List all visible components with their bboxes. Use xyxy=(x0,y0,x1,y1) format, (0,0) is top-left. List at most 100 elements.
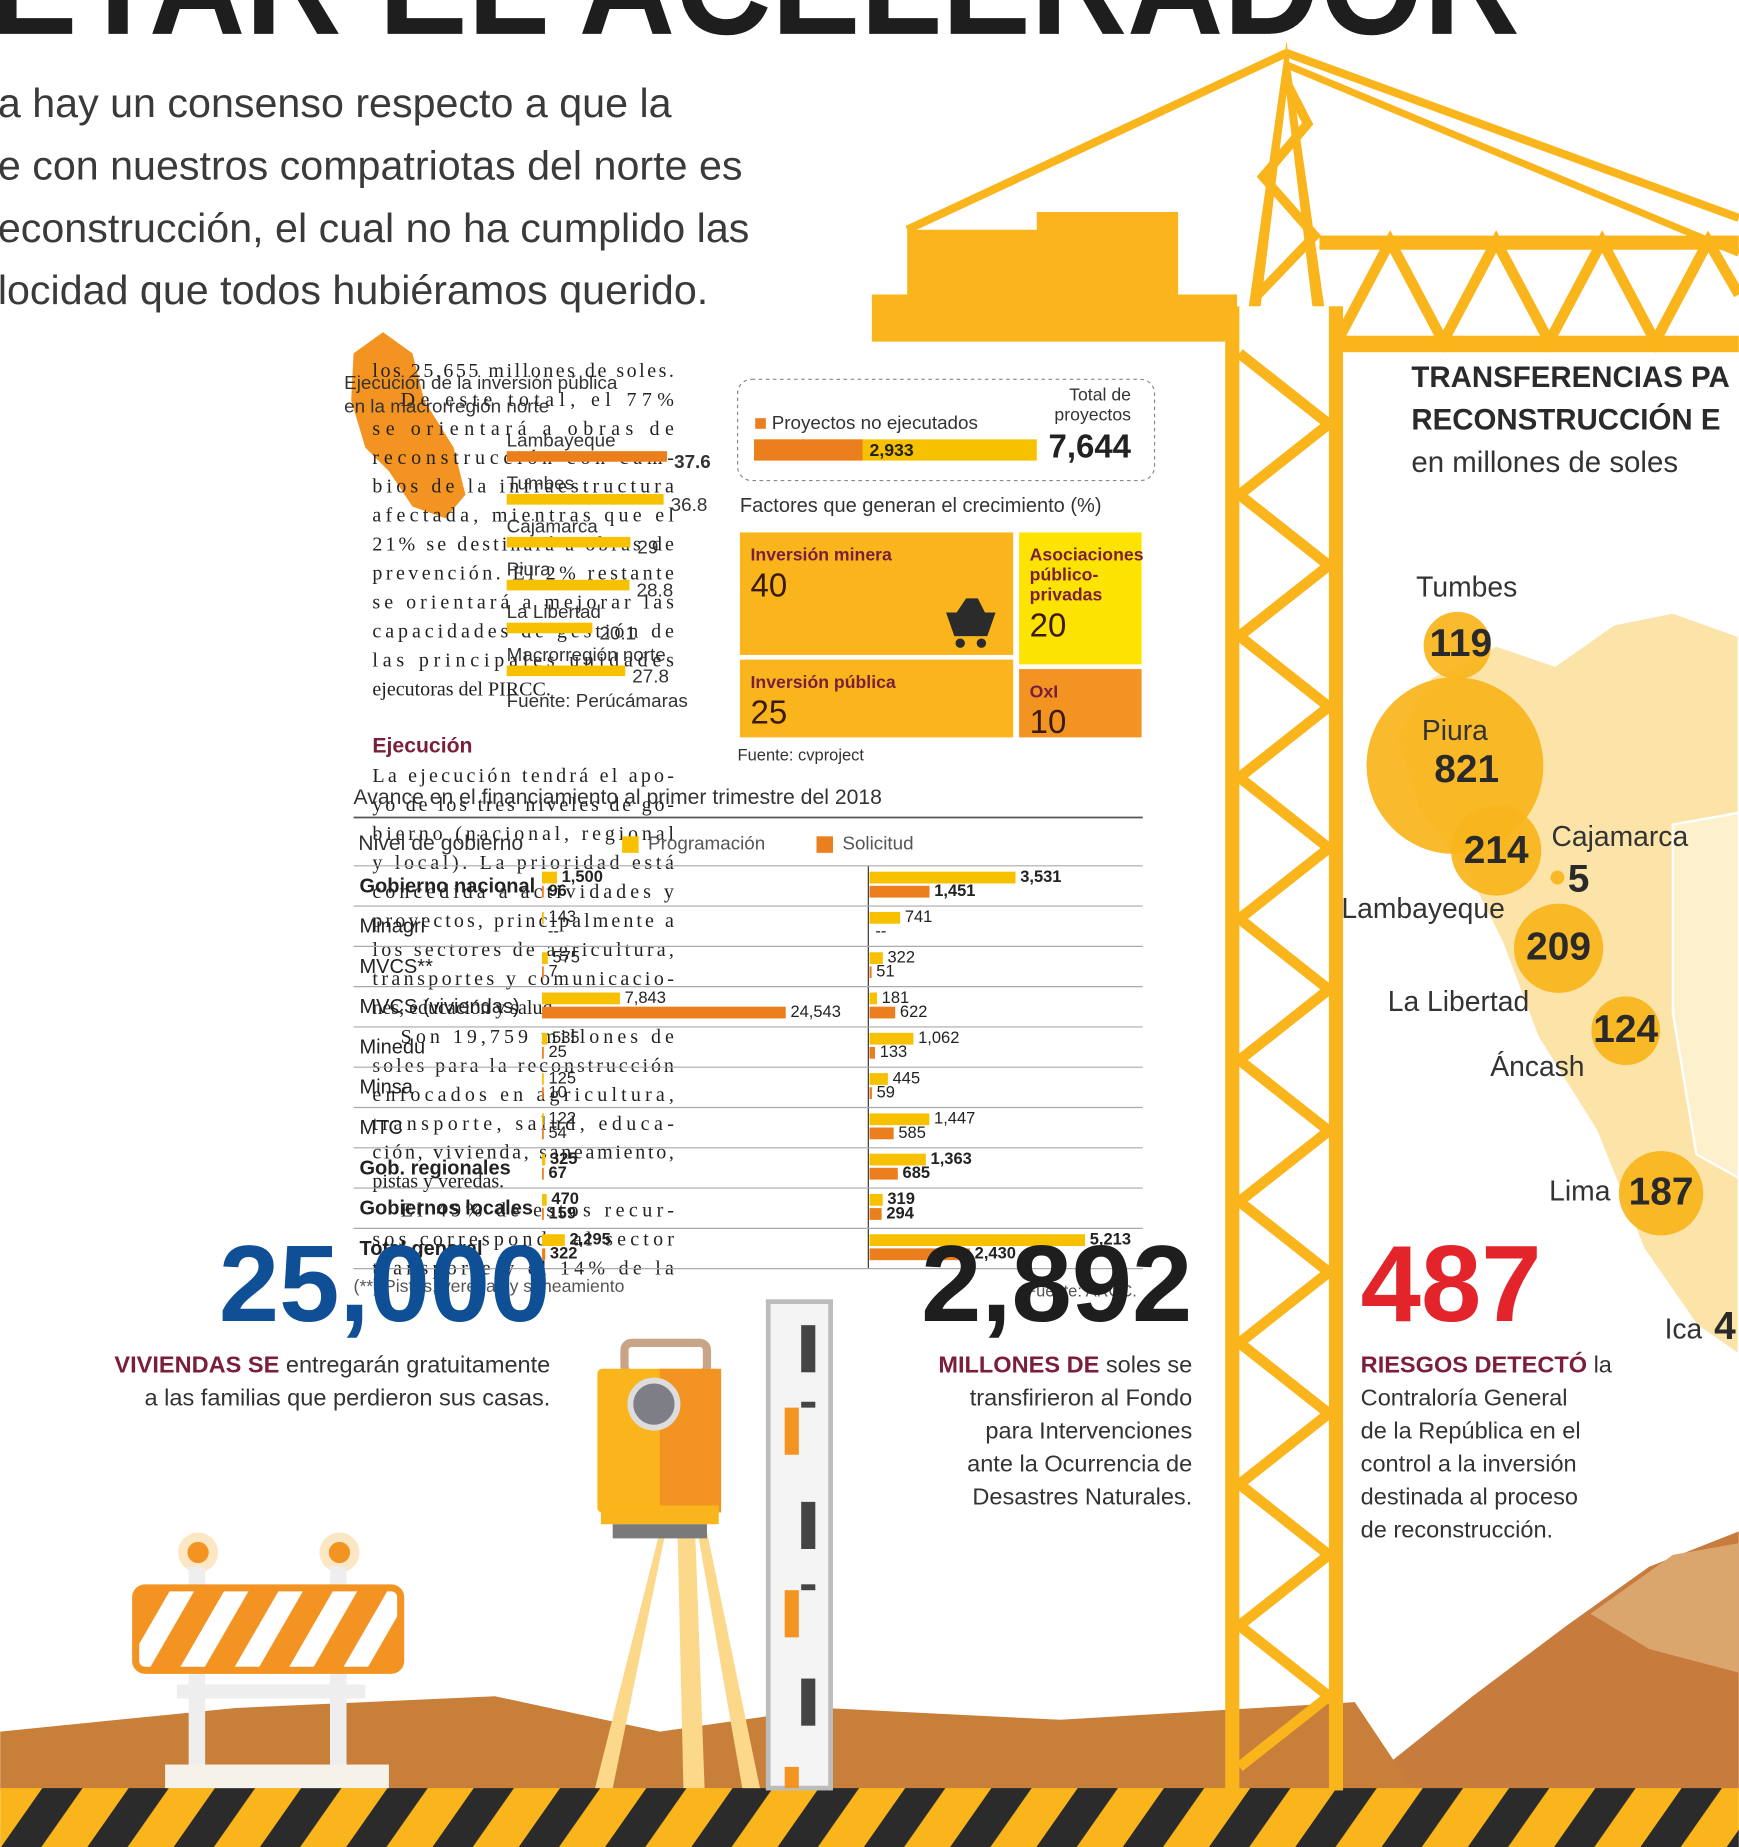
value-label: 322 xyxy=(550,1245,578,1263)
row-label: Gobiernos locales xyxy=(359,1198,533,1220)
bar xyxy=(542,1073,544,1085)
bubble-value: 4 xyxy=(1714,1305,1736,1348)
value-label: -- xyxy=(548,922,559,940)
survey-tools xyxy=(595,1302,831,1788)
value-label: 27.8 xyxy=(632,665,669,686)
bubble-value: 124 xyxy=(1593,1008,1658,1051)
row-label: Gobierno nacional xyxy=(359,875,535,897)
stat-line: para Intervenciones xyxy=(985,1418,1192,1444)
value-label: 36.8 xyxy=(671,494,708,515)
bar xyxy=(507,580,630,591)
region-label: Piura xyxy=(1422,714,1488,746)
stat-line: a las familias que perdieron sus casas. xyxy=(145,1385,551,1411)
value-label: 51 xyxy=(876,963,894,981)
bubble-value: 119 xyxy=(1429,622,1492,665)
bubble-value: 821 xyxy=(1434,748,1499,791)
category-label: Lambayeque xyxy=(507,430,616,451)
cell-value: 10 xyxy=(1030,703,1067,740)
body-line: transporte, salud, educa- xyxy=(372,1113,674,1135)
bar xyxy=(542,1087,544,1099)
value-label: 445 xyxy=(893,1069,921,1087)
cell-value: 40 xyxy=(751,567,788,604)
stat-lead: VIVIENDAS SE xyxy=(114,1352,279,1378)
region-label: La Libertad xyxy=(1388,985,1529,1017)
stat-line: destinada al proceso xyxy=(1361,1484,1578,1510)
stat-lead: MILLONES DE xyxy=(938,1352,1099,1378)
row-label: Gob. regionales xyxy=(359,1157,510,1179)
value-label: 1,363 xyxy=(931,1150,972,1168)
subhead: Ejecución xyxy=(372,734,472,757)
value-label: 159 xyxy=(549,1204,577,1222)
value-label: 685 xyxy=(903,1164,931,1182)
bar xyxy=(870,1128,894,1140)
cell-value: 20 xyxy=(1030,607,1067,644)
bar xyxy=(542,966,544,978)
stat-line: control a la inversión xyxy=(1361,1451,1577,1477)
value-label: 54 xyxy=(549,1124,567,1142)
bar xyxy=(870,1168,898,1180)
legend-swatch xyxy=(755,418,766,429)
value-label: 3,531 xyxy=(1020,868,1061,886)
legend-label: Proyectos no ejecutados xyxy=(772,412,978,433)
bar xyxy=(507,537,631,548)
bar xyxy=(542,1113,544,1125)
legend-label: Programación xyxy=(648,833,765,854)
row-label: Minedu xyxy=(359,1036,425,1058)
stat-text: la xyxy=(1594,1352,1613,1378)
column-header: Nivel de gobierno xyxy=(358,832,523,855)
region-label: Áncash xyxy=(1490,1050,1584,1082)
body-line: y local). La prioridad está xyxy=(372,852,674,874)
value-label: 2,933 xyxy=(870,440,914,460)
value-label: 1,500 xyxy=(562,868,603,886)
row-label: Minsa xyxy=(359,1077,413,1099)
value-label: 294 xyxy=(886,1204,914,1222)
intro-line: econstrucción, el cual no ha cumplido la… xyxy=(0,205,749,251)
region-label: Cajamarca xyxy=(1552,820,1689,852)
stat-line: Desastres Naturales. xyxy=(972,1484,1192,1510)
stat-line: ante la Ocurrencia de xyxy=(967,1451,1192,1477)
category-label: Cajamarca xyxy=(507,515,599,536)
infographic: ETAR EL ACELERADORa hay un consenso resp… xyxy=(0,0,1739,1847)
chart-title: Avance en el financiamiento al primer tr… xyxy=(354,786,882,809)
value-label: 1,062 xyxy=(918,1029,959,1047)
bar xyxy=(542,1154,545,1166)
value-label: 29 xyxy=(637,537,658,558)
value-label: 622 xyxy=(900,1003,928,1021)
stat-line: VIVIENDAS SE entregarán gratuitamente xyxy=(114,1352,550,1378)
bar xyxy=(542,952,548,964)
value-label: 741 xyxy=(905,908,933,926)
value-label: 1,451 xyxy=(934,882,975,900)
cell-value: 25 xyxy=(751,694,788,731)
region-label: Ica xyxy=(1665,1313,1703,1345)
bar xyxy=(542,1168,544,1180)
value-label: 96 xyxy=(549,882,567,900)
bar xyxy=(507,623,593,634)
bubble xyxy=(1551,871,1565,885)
cell-label: privadas xyxy=(1030,585,1103,605)
chart-title: Factores que generan el crecimiento (%) xyxy=(740,495,1102,517)
bar xyxy=(870,1208,882,1220)
map-title: RECONSTRUCCIÓN E xyxy=(1411,402,1720,436)
cell-label: Inversión minera xyxy=(751,545,892,565)
row-label: MTC xyxy=(359,1117,402,1139)
bubble-value: 214 xyxy=(1464,829,1529,872)
value-label: 24,543 xyxy=(790,1003,840,1021)
source: Fuente: Perúcámaras xyxy=(507,690,688,711)
stat-line: RIESGOS DETECTÓ la xyxy=(1361,1351,1613,1378)
bar xyxy=(542,1194,547,1206)
stat-line: transfirieron al Fondo xyxy=(970,1385,1192,1411)
chart-title: Ejecución de la inversión pública xyxy=(344,372,618,393)
intro-line: e con nuestros compatriotas del norte es xyxy=(0,142,742,188)
value-label: 25 xyxy=(549,1043,567,1061)
bar xyxy=(542,1208,544,1220)
bar xyxy=(507,451,667,462)
bubble-value: 187 xyxy=(1629,1171,1694,1214)
stat-number: 487 xyxy=(1361,1223,1542,1344)
bar xyxy=(507,494,664,505)
row-label: Minagri xyxy=(359,916,425,938)
bar xyxy=(870,966,872,978)
value-label: 10 xyxy=(549,1083,567,1101)
category-label: Tumbes xyxy=(507,473,574,494)
cell-label: OxI xyxy=(1030,681,1058,701)
category-label: Macrorregión norte xyxy=(507,644,666,665)
